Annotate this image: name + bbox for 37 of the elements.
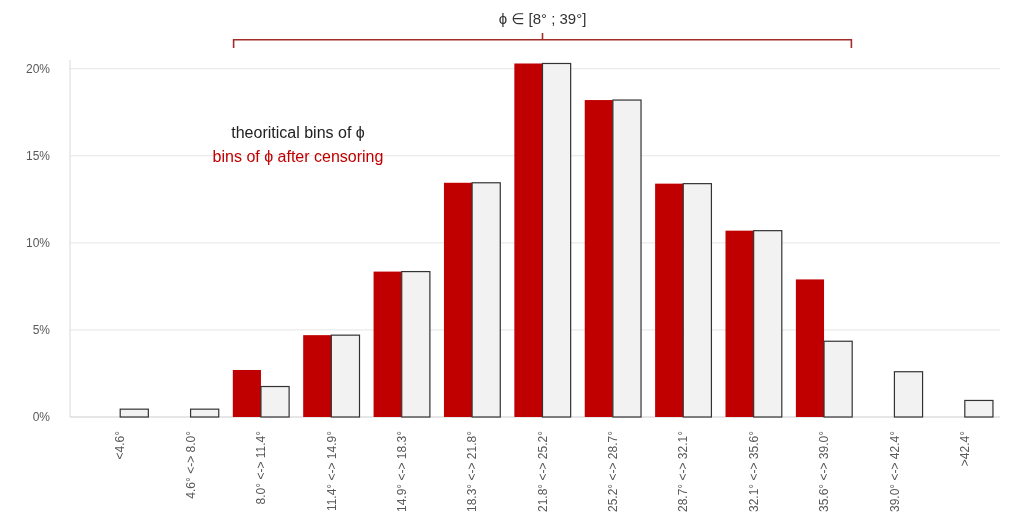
x-tick-label: 39.0° <-> 42.4° [887,430,902,512]
y-tick-label: 15% [25,148,51,163]
bar [655,183,684,417]
bar [373,271,402,417]
x-tick-label: <4.6° [113,430,128,460]
bar [443,182,473,417]
bar [893,371,924,418]
bar [260,385,290,418]
y-tick-label: 5% [32,323,51,338]
y-tick-label: 0% [32,410,51,425]
x-tick-label: 35.6° <-> 39.0° [817,430,832,512]
bar [823,340,853,418]
bar [514,63,543,417]
x-tick-label: 4.6° <-> 8.0° [183,430,198,499]
bar [303,335,332,417]
bar [232,369,261,417]
x-tick-label: 18.3° <-> 21.8° [465,430,480,512]
bar [964,399,994,418]
x-tick-label: 28.7° <-> 32.1° [676,430,691,512]
bar [584,100,613,417]
text: theoritical bins of ϕ [231,124,365,141]
x-tick-label: 8.0° <-> 11.4° [254,430,269,505]
bar [795,279,825,417]
x-tick-label: 21.8° <-> 25.2° [535,430,550,512]
y-tick-label: 10% [25,236,51,251]
x-tick-label: 14.9° <-> 18.3° [394,430,409,512]
x-tick-label: >42.4° [958,430,973,467]
bar [119,408,149,418]
bar [330,334,361,418]
x-tick-label: 25.2° <-> 28.7° [606,430,621,512]
text: ϕ ∈ [8° ; 39°] [498,10,587,27]
y-tick-label: 20% [25,61,51,76]
text: bins of ϕ after censoring [212,148,384,165]
bar [725,230,754,417]
x-tick-label: 11.4° <-> 14.9° [324,430,339,512]
x-tick-label: 32.1° <-> 35.6° [746,430,761,512]
bar [189,408,220,418]
